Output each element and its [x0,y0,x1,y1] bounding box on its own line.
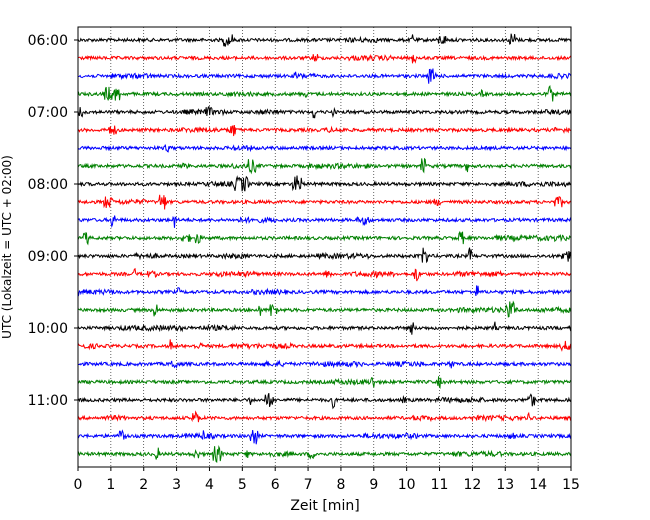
y-tick-label: 09:00 [28,249,68,265]
seismic-trace [77,157,572,175]
plot-frame [77,26,572,468]
x-tick-label: 13 [496,477,514,493]
seismic-trace [77,68,572,84]
seismic-trace [77,230,572,246]
x-tick-label: 7 [304,477,313,493]
seismic-trace [77,105,572,119]
y-tick-label: 10:00 [28,321,68,337]
y-tick-label: 07:00 [28,105,68,121]
y-tick-label: 06:00 [28,33,68,49]
x-tick-label: 1 [106,477,115,493]
seismic-trace [77,125,572,137]
seismic-trace [77,267,572,282]
x-axis-ticks: 0 1 2 3 4 5 6 7 8 9 10 11 12 13 14 15 [74,467,580,493]
x-tick-label: 12 [463,477,481,493]
x-tick-label: 15 [562,477,580,493]
seismic-trace [77,321,572,335]
seismic-trace [77,376,572,390]
x-tick-label: 2 [139,477,148,493]
x-tick-label: 0 [74,477,83,493]
x-tick-label: 8 [336,477,345,493]
y-axis-ticks: 06:00 07:00 08:00 09:00 10:00 11:00 [28,33,78,409]
seismic-trace [77,215,572,228]
seismic-trace [77,429,572,445]
y-tick-label: 08:00 [28,177,68,193]
seismic-trace [77,85,572,102]
seismic-trace [77,247,572,264]
x-tick-label: 11 [431,477,449,493]
seismic-trace [77,54,572,64]
y-axis-title: UTC (Lokalzeit = UTC + 02:00) [0,155,14,339]
seismic-traces [77,33,572,463]
seismic-trace [77,444,572,463]
seismic-trace [77,410,572,423]
x-tick-label: 6 [271,477,280,493]
seismic-trace [77,285,572,297]
seismic-trace [77,33,572,47]
seismic-trace [77,175,572,192]
x-axis-title: Zeit [min] [290,498,359,514]
seismic-trace [77,339,572,352]
x-tick-label: 5 [238,477,247,493]
seismic-trace [77,194,572,210]
y-tick-label: 11:00 [28,393,68,409]
x-tick-label: 4 [205,477,214,493]
seismic-trace [77,359,572,369]
seismic-trace [77,393,572,410]
grid-lines [110,27,539,467]
x-tick-label: 9 [369,477,378,493]
x-tick-label: 14 [529,477,547,493]
x-tick-label: 3 [172,477,181,493]
seismic-trace [77,144,572,153]
seismic-trace [77,300,572,318]
x-tick-label: 10 [398,477,416,493]
